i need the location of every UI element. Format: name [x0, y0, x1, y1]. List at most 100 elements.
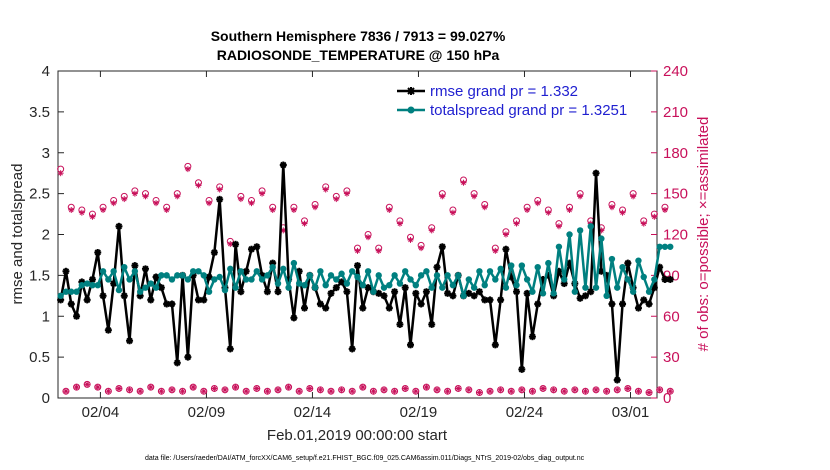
obs-assimilated-stroke — [567, 207, 572, 213]
rmse-marker-stroke — [348, 345, 356, 353]
obs-assimilated-stroke — [455, 386, 461, 391]
obs-assimilated-point — [78, 209, 85, 216]
totalspread-point — [640, 273, 647, 281]
obs-assimilated-stroke — [84, 382, 90, 387]
obs-assimilated-point — [179, 388, 186, 395]
totalspread-point — [317, 268, 324, 275]
x-tick-label: 02/04 — [82, 404, 120, 421]
obs-assimilated-point — [354, 247, 361, 254]
obs-assimilated-stroke — [646, 390, 652, 395]
obs-assimilated-point — [216, 186, 223, 193]
obs-assimilated-stroke — [418, 245, 424, 251]
obs-assimilated-stroke — [561, 388, 567, 394]
y-tick-label: 0 — [42, 390, 50, 407]
obs-assimilated-stroke — [498, 387, 503, 393]
obs-assimilated-point — [147, 384, 154, 391]
y-axis-label: rmse and totalspread — [9, 164, 26, 305]
totalspread-point — [274, 280, 282, 287]
totalspread-point — [110, 268, 117, 275]
obs-assimilated-stroke — [280, 228, 286, 233]
rmse-point — [576, 294, 584, 302]
totalspread-point — [115, 286, 123, 294]
obs-assimilated-stroke — [90, 214, 95, 220]
legend-rmse-label: rmse grand pr = 1.332 — [430, 83, 578, 100]
obs-assimilated-point — [110, 200, 117, 207]
y-axis-right-label: # of obs: o=possible; ×=assimilated — [695, 117, 712, 352]
obs-assimilated-point — [555, 223, 562, 230]
obs-assimilated-stroke — [259, 191, 265, 196]
obs-assimilated-point — [211, 385, 218, 392]
obs-assimilated-stroke — [132, 191, 138, 196]
totalspread-point — [57, 292, 64, 300]
totalspread-point — [232, 284, 239, 291]
rmse-point — [380, 292, 388, 300]
totalspread-point — [152, 284, 160, 291]
totalspread-point — [645, 288, 653, 295]
obs-assimilated-stroke — [58, 170, 64, 176]
rmse-point — [624, 259, 632, 267]
rmse-point — [449, 292, 457, 300]
obs-assimilated-point — [646, 389, 653, 396]
obs-assimilated-stroke — [667, 388, 673, 394]
obs-assimilated-stroke — [265, 388, 270, 394]
obs-assimilated-point — [184, 166, 191, 173]
rmse-point — [444, 289, 452, 297]
rmse-point — [412, 289, 420, 297]
obs-assimilated-stroke — [583, 388, 588, 394]
x-tick-label: 02/24 — [506, 404, 544, 421]
legend-rmse-marker — [407, 87, 415, 95]
obs-assimilated-point — [343, 190, 350, 197]
obs-assimilated-point — [221, 386, 228, 393]
obs-assimilated-stroke — [424, 384, 429, 390]
rmse-marker-stroke — [205, 273, 213, 281]
rmse-marker-stroke — [523, 290, 531, 297]
totalspread-point — [364, 268, 372, 275]
totalspread-point — [131, 268, 139, 275]
totalspread-point — [603, 292, 610, 300]
totalspread-point — [396, 280, 404, 287]
rmse-marker-stroke — [608, 300, 616, 308]
totalspread-point — [576, 227, 584, 234]
footnote: data file: /Users/raeder/DAI/ATM_forcXX/… — [145, 455, 585, 462]
rmse-marker-stroke — [248, 246, 255, 253]
totalspread-point — [608, 255, 616, 263]
rmse-point — [391, 288, 399, 296]
rmse-point — [417, 300, 425, 308]
rmse-point — [640, 296, 648, 304]
obs-assimilated-point — [656, 386, 663, 393]
totalspread-point — [417, 272, 425, 279]
totalspread-point — [338, 270, 345, 277]
totalspread-point — [94, 281, 101, 289]
obs-assimilated-point — [661, 206, 668, 213]
totalspread-point — [269, 264, 276, 271]
totalspread-point — [189, 268, 197, 275]
obs-assimilated-point — [603, 388, 610, 395]
obs-assimilated-point — [333, 196, 340, 203]
rmse-marker-stroke — [624, 259, 632, 267]
rmse-marker-stroke — [534, 300, 541, 308]
totalspread-point — [481, 281, 488, 289]
obs-assimilated-stroke — [572, 387, 578, 393]
obs-assimilated-stroke — [233, 384, 238, 390]
rmse-marker-stroke — [423, 288, 430, 295]
totalspread-point — [667, 243, 674, 250]
rmse-marker-stroke — [502, 246, 510, 253]
rmse-point — [645, 300, 653, 308]
rmse-point — [322, 304, 330, 312]
rmse-marker-stroke — [105, 326, 112, 334]
obs-assimilated-point — [593, 386, 600, 393]
obs-assimilated-stroke — [355, 248, 360, 254]
totalspread-point — [428, 284, 435, 291]
obs-assimilated-stroke — [408, 237, 413, 243]
obs-assimilated-stroke — [519, 387, 525, 393]
rmse-marker-stroke — [428, 321, 435, 328]
rmse-marker-stroke — [619, 300, 626, 308]
rmse-marker-stroke — [327, 290, 335, 297]
obs-assimilated-point — [619, 209, 626, 216]
totalspread-point — [439, 284, 446, 291]
rmse-marker-stroke — [126, 337, 133, 344]
obs-assimilated-stroke — [625, 386, 631, 391]
rmse-marker-stroke — [444, 290, 451, 297]
obs-assimilated-point — [274, 386, 281, 393]
